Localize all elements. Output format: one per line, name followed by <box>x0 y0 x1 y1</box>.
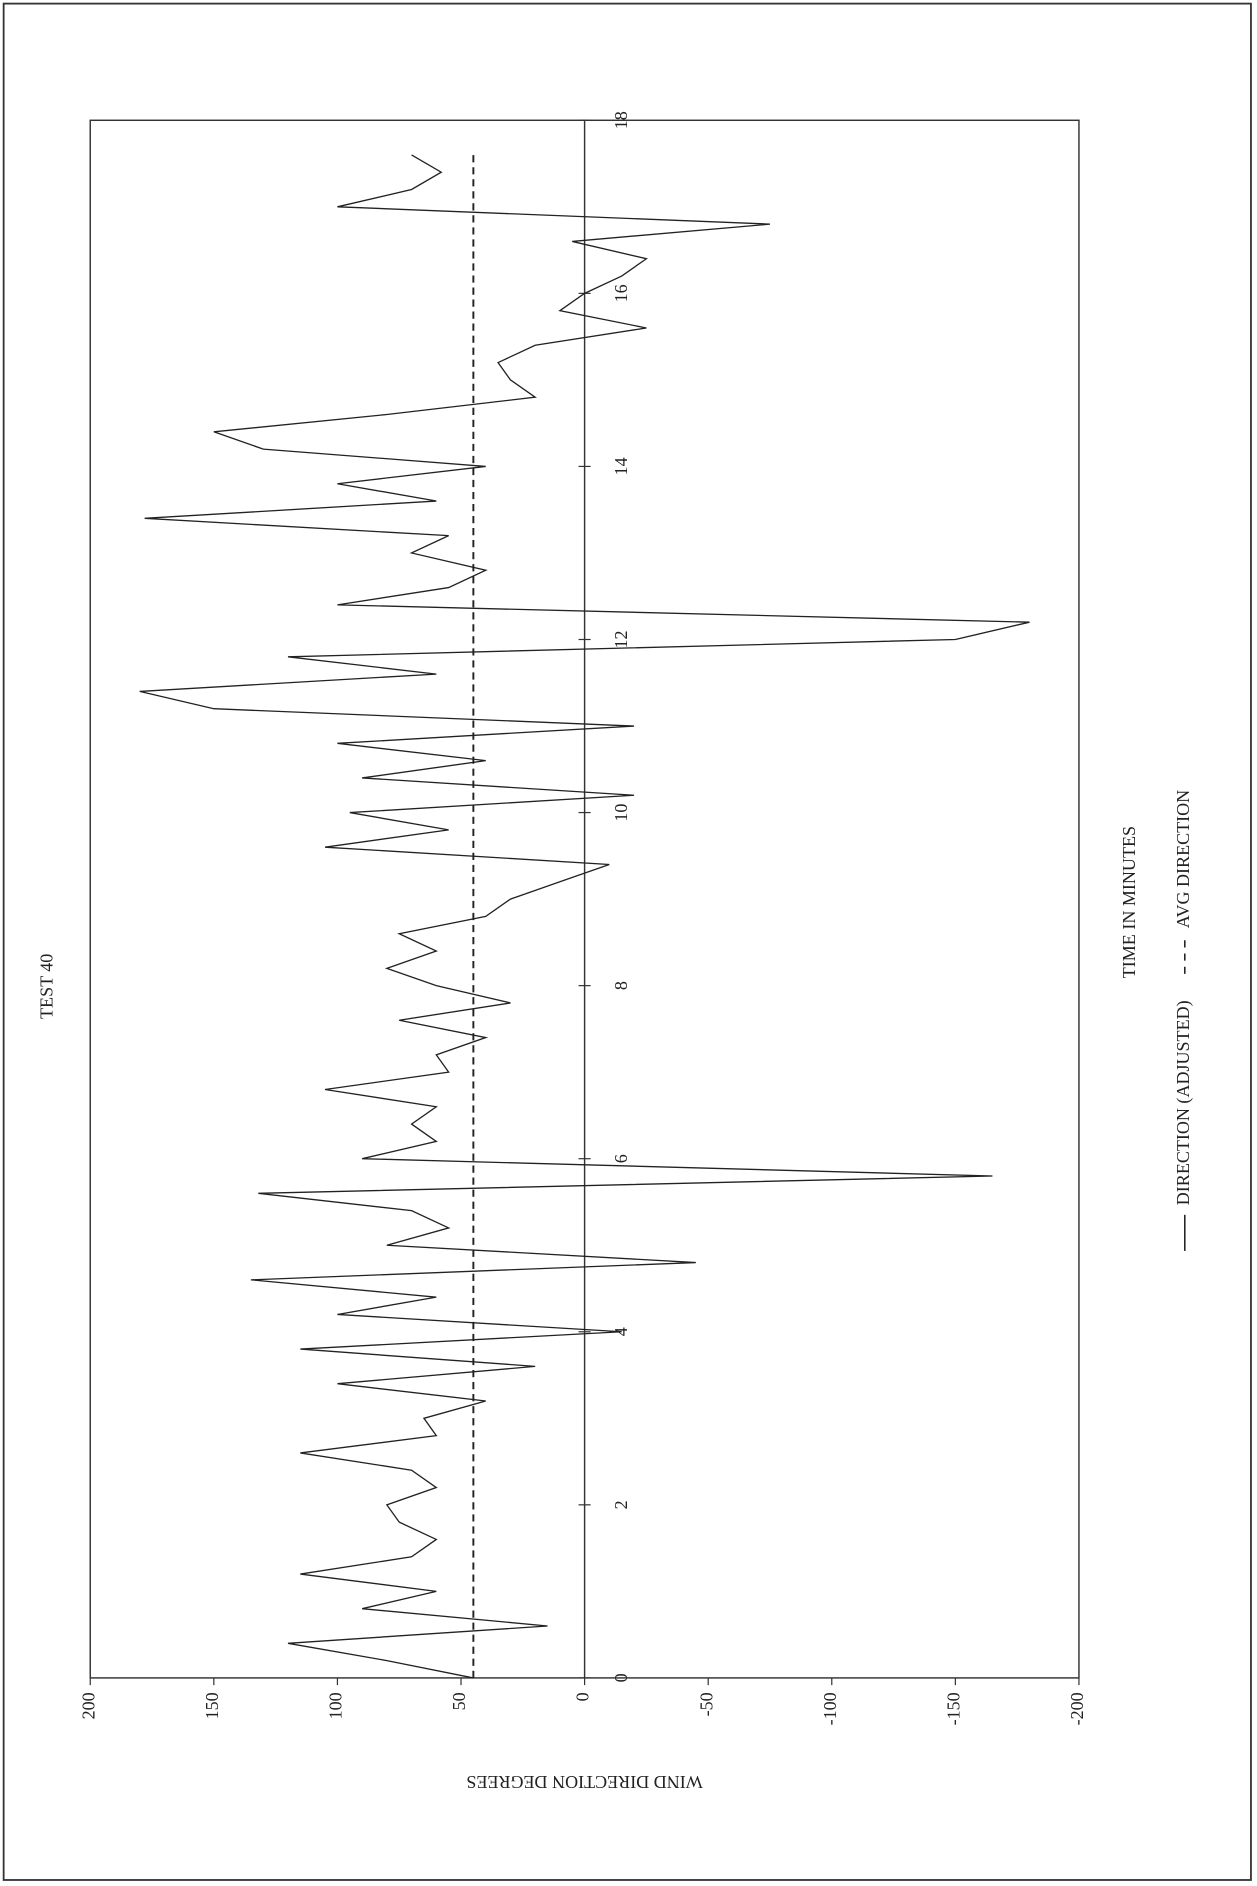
x-tick-label: 18 <box>611 111 631 129</box>
plot: TEST 40 TIME IN MINUTES WIND DIRECTION D… <box>36 111 1194 1792</box>
y-tick-label: 0 <box>573 1692 593 1701</box>
x-tick-label: 8 <box>611 981 631 990</box>
y-tick-label: 100 <box>326 1692 346 1719</box>
data-line <box>139 154 1030 1679</box>
y-tick-label: -200 <box>1067 1692 1087 1725</box>
y-axis-title: WIND DIRECTION DEGREES <box>466 1772 702 1792</box>
y-tick-label: 150 <box>202 1692 222 1719</box>
x-tick-label: 0 <box>611 1673 631 1682</box>
x-tick-label: 2 <box>611 1500 631 1509</box>
legend-label: AVG DIRECTION <box>1173 790 1193 928</box>
y-tick-label: -150 <box>944 1692 964 1725</box>
x-tick-label: 16 <box>611 284 631 302</box>
y-tick-label: -50 <box>696 1692 716 1716</box>
y-tick-label: -100 <box>820 1692 840 1725</box>
x-tick-label: 10 <box>611 804 631 822</box>
legend-label: DIRECTION (ADJUSTED) <box>1173 1000 1194 1205</box>
y-tick-label: 50 <box>449 1692 469 1710</box>
x-axis-title: TIME IN MINUTES <box>1119 826 1139 978</box>
x-tick-label: 6 <box>611 1154 631 1163</box>
x-tick-label: 12 <box>611 630 631 648</box>
x-tick-label: 14 <box>611 457 631 475</box>
y-tick-label: 200 <box>78 1692 98 1719</box>
chart-title: TEST 40 <box>36 954 56 1019</box>
